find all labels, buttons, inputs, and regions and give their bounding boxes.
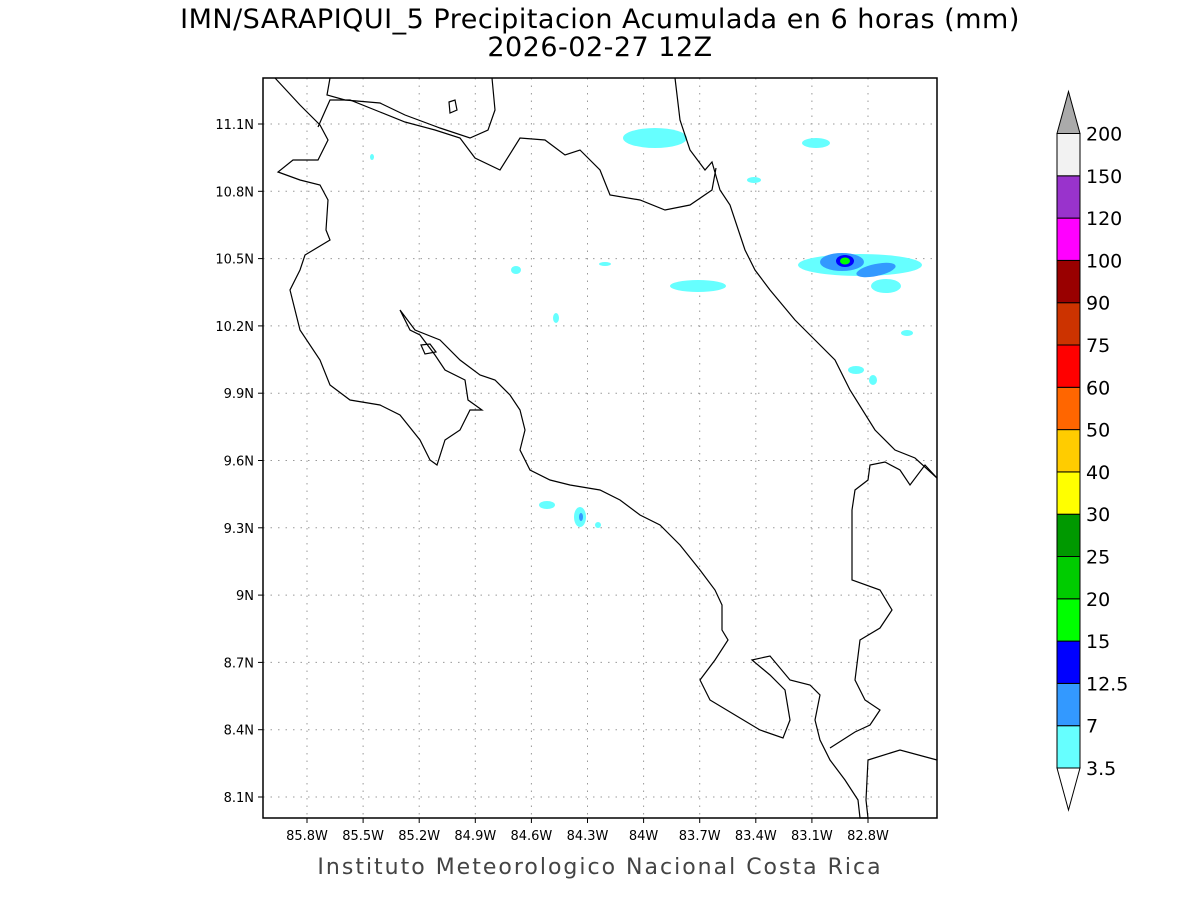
colorbar-label: 30 — [1086, 504, 1110, 526]
panama-border — [829, 461, 938, 749]
lat-tick-label: 10.5N — [215, 253, 254, 268]
caribbean-coast — [674, 77, 938, 479]
lon-tick-label: 84.9W — [454, 829, 496, 844]
colorbar-swatch — [1056, 598, 1081, 642]
island — [420, 343, 438, 355]
colorbar-label: 12.5 — [1086, 673, 1128, 695]
colorbar-swatch — [1056, 133, 1081, 177]
lon-tick-label: 83.7W — [679, 829, 721, 844]
nicaragua-border — [317, 99, 717, 211]
precip-area — [623, 128, 687, 148]
colorbar-label: 40 — [1086, 462, 1110, 484]
colorbar-label: 150 — [1086, 166, 1122, 188]
colorbar-swatch — [1056, 259, 1081, 304]
coastlines — [274, 77, 938, 819]
colorbar-label: 120 — [1086, 208, 1122, 230]
lat-tick-label: 9.9N — [224, 387, 254, 402]
colorbar-swatch — [1056, 471, 1081, 515]
precip-area — [579, 513, 583, 521]
lat-tick-label: 9.3N — [224, 522, 254, 537]
colorbar-swatch — [1056, 175, 1081, 219]
lat-tick-label: 8.7N — [224, 656, 254, 671]
lat-tick-label: 10.2N — [215, 320, 254, 335]
lat-tick-label: 8.1N — [224, 791, 254, 806]
footer-credit: Instituto Meteorologico Nacional Costa R… — [317, 855, 883, 880]
lon-tick-label: 84W — [629, 829, 659, 844]
colorbar-swatch — [1056, 386, 1081, 431]
island — [448, 99, 458, 114]
colorbar-label: 100 — [1086, 250, 1122, 272]
precip-area — [871, 279, 901, 293]
colorbar-swatch — [1056, 682, 1081, 727]
latitude-labels: 11.1N 10.8N 10.5N 10.2N 9.9N 9.6N 9.3N 9N 8.7N 8.… — [215, 118, 263, 806]
lon-tick-label: 84.6W — [510, 829, 552, 844]
precip-area — [539, 501, 555, 509]
lon-tick-label: 85.8W — [286, 829, 328, 844]
grid-lines — [263, 78, 937, 818]
colorbar-label: 3.5 — [1086, 758, 1116, 780]
pacific-coast — [274, 77, 938, 819]
lon-tick-label: 85.2W — [398, 829, 440, 844]
colorbar-label: 200 — [1086, 124, 1122, 146]
lon-tick-label: 84.3W — [567, 829, 609, 844]
colorbar-swatch — [1056, 344, 1081, 388]
colorbar-swatch — [1056, 556, 1081, 600]
colorbar-swatch — [1056, 725, 1081, 769]
colorbar-label: 7 — [1086, 716, 1098, 738]
precip-area — [901, 330, 913, 336]
colorbar-under-triangle — [1056, 767, 1081, 812]
lat-tick-label: 9.6N — [224, 455, 254, 470]
colorbar-label: 50 — [1086, 420, 1110, 442]
precip-area — [599, 262, 611, 266]
colorbar-label: 60 — [1086, 377, 1110, 399]
lat-tick-label: 11.1N — [215, 118, 254, 133]
precip-area — [856, 262, 896, 278]
colorbar-swatch — [1056, 217, 1081, 261]
precip-area — [553, 313, 559, 323]
precip-area — [511, 266, 521, 274]
lon-tick-label: 82.8W — [847, 829, 889, 844]
lat-tick-label: 9N — [236, 589, 254, 604]
precip-area — [595, 522, 601, 528]
lon-tick-label: 85.5W — [342, 829, 384, 844]
colorbar-swatch — [1056, 513, 1081, 558]
plot-frame — [262, 77, 938, 819]
precip-area — [747, 177, 761, 183]
lat-tick-label: 8.4N — [224, 724, 254, 739]
colorbar-label: 15 — [1086, 631, 1110, 653]
colorbar-swatch — [1056, 302, 1081, 346]
precip-area — [869, 375, 877, 385]
lat-tick-label: 10.8N — [215, 185, 254, 200]
colorbar-label: 90 — [1086, 293, 1110, 315]
lon-tick-label: 83.4W — [735, 829, 777, 844]
precip-area — [848, 366, 864, 374]
precip-area — [802, 138, 830, 148]
colorbar-label: 20 — [1086, 589, 1110, 611]
colorbar: 3.5 7 12.5 15 20 25 30 40 50 60 75 90 100 120 150 200 — [1056, 89, 1128, 812]
colorbar-over-triangle — [1056, 89, 1081, 134]
precipitation-areas — [370, 128, 922, 528]
colorbar-swatch — [1056, 640, 1081, 684]
lon-tick-label: 83.1W — [791, 829, 833, 844]
colorbar-label: 75 — [1086, 335, 1110, 357]
colorbar-label: 25 — [1086, 547, 1110, 569]
precip-area — [840, 257, 850, 265]
precip-area — [670, 280, 726, 292]
plot-subtitle: 2026-02-27 12Z — [487, 32, 713, 63]
colorbar-swatch — [1056, 429, 1081, 473]
lake-nicaragua-shore — [326, 77, 496, 139]
plot-title: IMN/SARAPIQUI_5 Precipitacion Acumulada … — [180, 4, 1020, 35]
longitude-labels: 85.8W 85.5W 85.2W 84.9W 84.6W 84.3W 84W 83.7W 83… — [286, 818, 889, 844]
precip-area — [370, 154, 374, 160]
